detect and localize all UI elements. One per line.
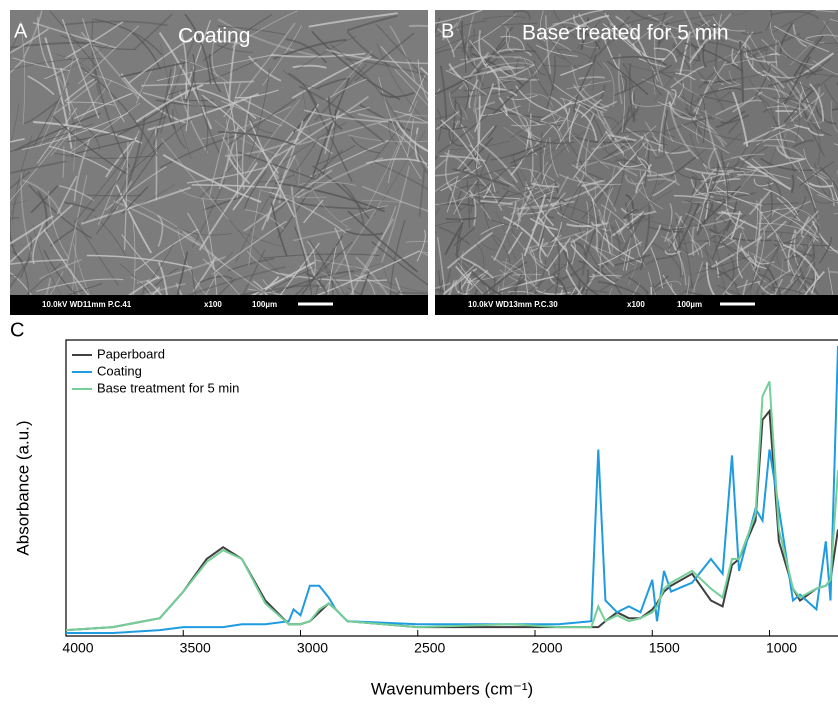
- x-tick-label: 3500: [180, 640, 211, 656]
- sem-texture: [435, 10, 838, 295]
- plot-lines: [66, 345, 838, 634]
- y-axis-label: Absorbance (a.u.): [13, 420, 32, 555]
- magnification: x100: [627, 300, 645, 309]
- x-tick-label: 4000: [62, 640, 93, 656]
- panel-label: C: [10, 319, 24, 341]
- legend-label: Paperboard: [97, 346, 165, 361]
- panel-label: B: [441, 20, 454, 42]
- sem-texture: [10, 10, 428, 295]
- plot-frame: [65, 339, 838, 637]
- x-tick-label: 1000: [766, 640, 797, 656]
- info-bar: [10, 295, 428, 315]
- x-tick-label: 3000: [297, 640, 328, 656]
- series-line: [66, 380, 838, 632]
- info-bar: [435, 295, 838, 315]
- panel-title: Base treated for 5 min: [522, 22, 729, 45]
- magnification: x100: [204, 300, 222, 309]
- x-tick-label: 2500: [414, 640, 445, 656]
- legend-label: Base treatment for 5 min: [97, 380, 239, 395]
- scale-text: 100µm: [252, 300, 277, 309]
- scale-text: 100µm: [677, 300, 702, 309]
- x-tick-label: 1500: [649, 640, 680, 656]
- panel-label: A: [14, 20, 28, 42]
- info-text: 10.0kV WD11mm P.C.41: [42, 300, 132, 309]
- panel-title: Coating: [178, 25, 250, 48]
- legend-label: Coating: [97, 363, 142, 378]
- series-line: [66, 345, 838, 634]
- info-text: 10.0kV WD13mm P.C.30: [468, 300, 558, 309]
- series-line: [66, 408, 838, 632]
- x-axis-label: Wavenumbers (cm⁻¹): [371, 679, 533, 698]
- x-tick-label: 2000: [531, 640, 562, 656]
